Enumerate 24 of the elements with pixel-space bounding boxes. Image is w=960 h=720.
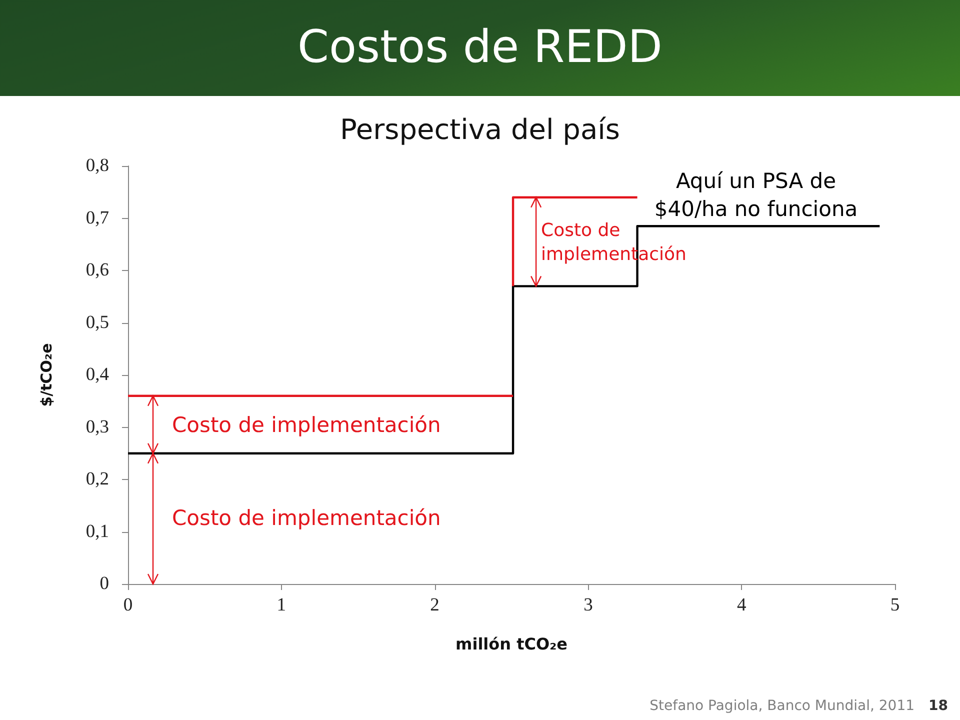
x-tick-label: 5 [890,596,900,616]
y-axis-title: $/tCO₂e [38,343,56,407]
x-tick-label: 4 [736,596,746,616]
text: 18 [928,697,948,715]
y-tick-label: 0,1 [86,522,109,542]
y-tick-label: 0,4 [86,365,109,385]
annotation: Costo de implementación [172,506,441,530]
y-tick-label: 0,7 [86,208,109,228]
y-tick-label: 0,6 [86,260,109,280]
x-tick-label: 3 [584,596,593,616]
chart-title: Costos de REDD [296,20,664,74]
x-tick-label: 1 [276,596,286,616]
y-tick-label: 0,5 [86,312,109,333]
x-axis-title: millón tCO₂e [456,634,568,654]
x-tick-label: 0 [123,596,133,616]
annotation: Costo de implementación [172,413,441,437]
annotation: Aquí un PSA de $40/ha no funciona [654,169,858,221]
text: Stefano Pagiola, Banco Mundial, 2011 [650,697,915,715]
y-tick-label: 0 [100,574,109,594]
y-tick-label: 0,3 [86,417,109,438]
chart-subtitle: Perspectiva del país [339,112,621,148]
y-tick-label: 0,2 [86,470,109,490]
x-tick-label: 2 [430,596,440,616]
y-tick-label: 0,8 [86,156,109,176]
